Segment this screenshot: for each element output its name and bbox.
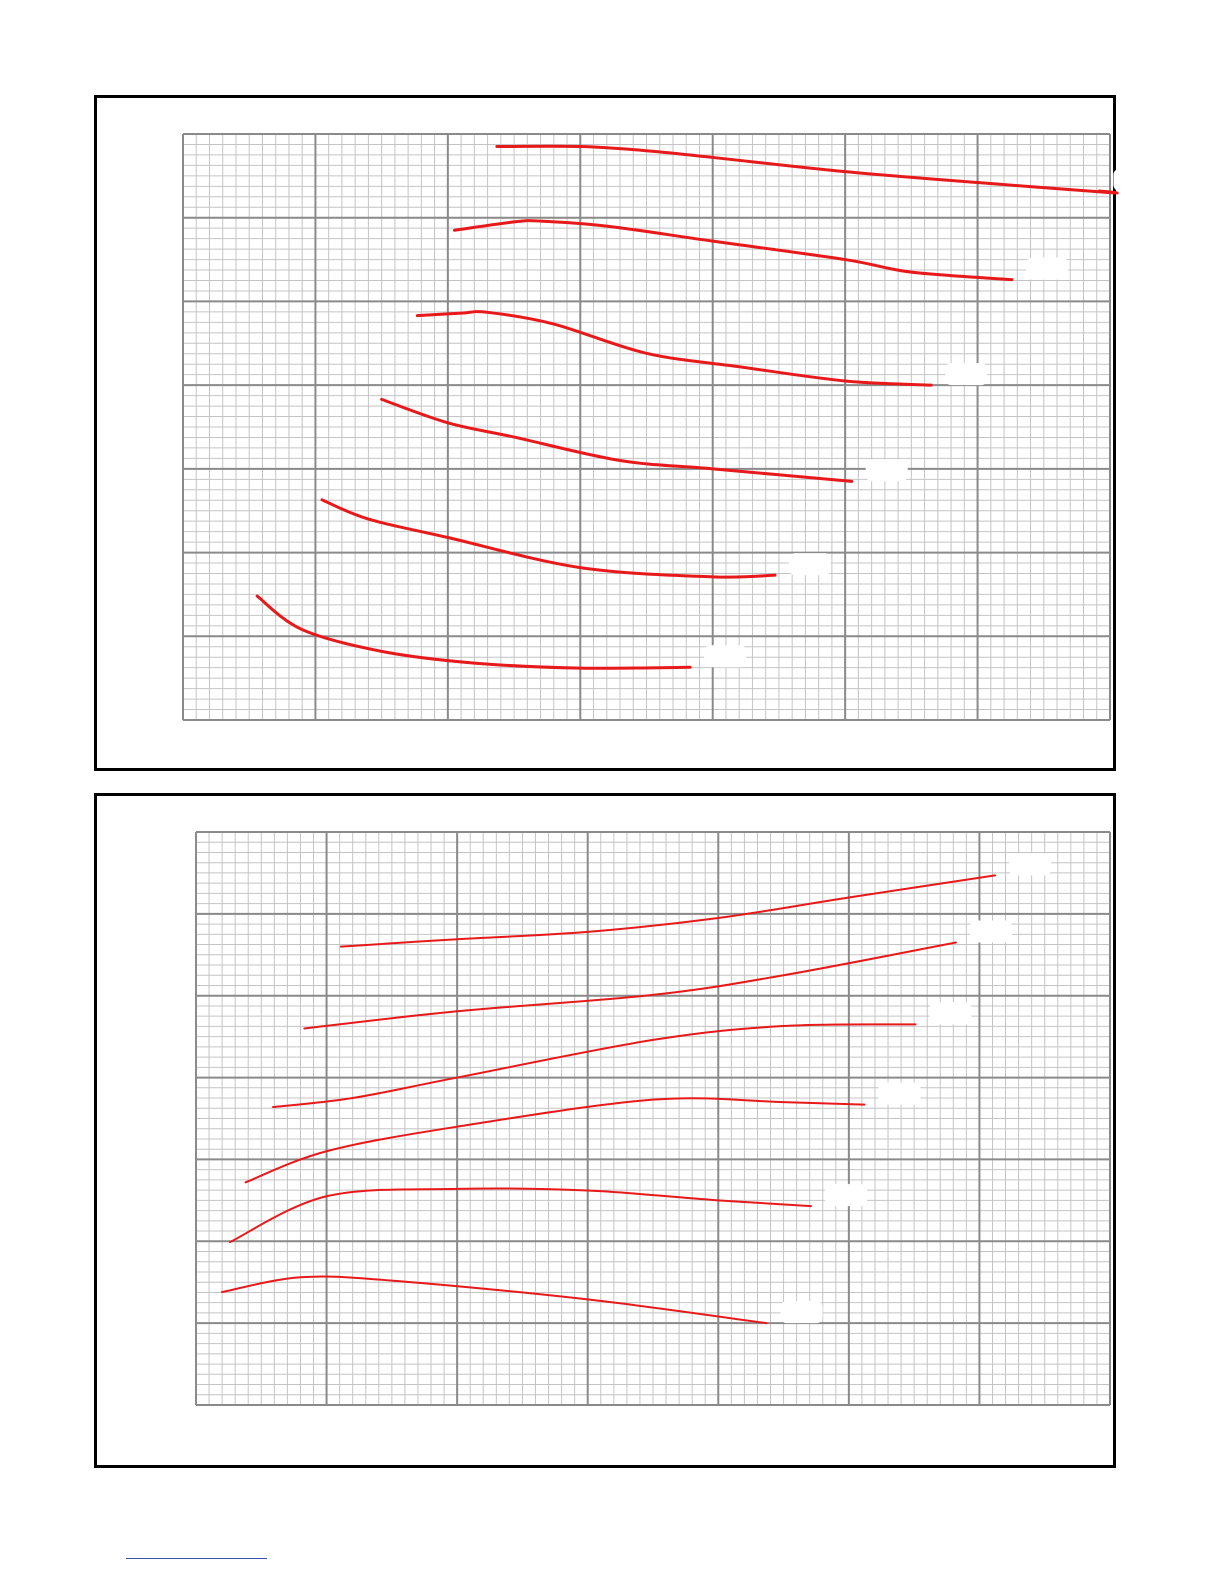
footer-rule	[126, 1558, 267, 1559]
chart-panel-top	[94, 95, 1156, 771]
series-line-6	[221, 1275, 768, 1325]
series-label-plate-6	[704, 645, 747, 668]
series-line-3	[272, 1023, 917, 1109]
series-label-plate-4	[865, 459, 908, 482]
series-label-plate-5	[824, 1184, 867, 1207]
series-label-plate-3	[929, 1002, 972, 1025]
series-label-plate-3	[945, 363, 988, 386]
series-label-plate-2	[969, 920, 1012, 943]
grid	[182, 133, 1111, 721]
series-label-plate-4	[878, 1082, 921, 1105]
grid	[195, 831, 1111, 1406]
series-line-5	[228, 1187, 812, 1244]
chart-panel-bottom	[94, 793, 1116, 1468]
series-line-2	[303, 941, 957, 1030]
series-line-2	[452, 219, 1014, 282]
series-line-3	[415, 310, 933, 387]
series-line-4	[380, 397, 854, 483]
series-label-plate-6	[780, 1301, 823, 1324]
chart-svg-top	[182, 133, 1156, 721]
series-line-1	[495, 144, 1119, 195]
series-label-plate-1	[1113, 168, 1156, 191]
series-label-plate-2	[1026, 257, 1069, 280]
series-line-6	[255, 594, 692, 670]
chart-svg-bottom	[195, 831, 1111, 1406]
series-label-plate-1	[1009, 853, 1052, 876]
series-line-4	[244, 1097, 866, 1184]
series-line-5	[320, 498, 777, 579]
series-label-plate-5	[788, 553, 831, 576]
series-line-1	[339, 874, 997, 948]
